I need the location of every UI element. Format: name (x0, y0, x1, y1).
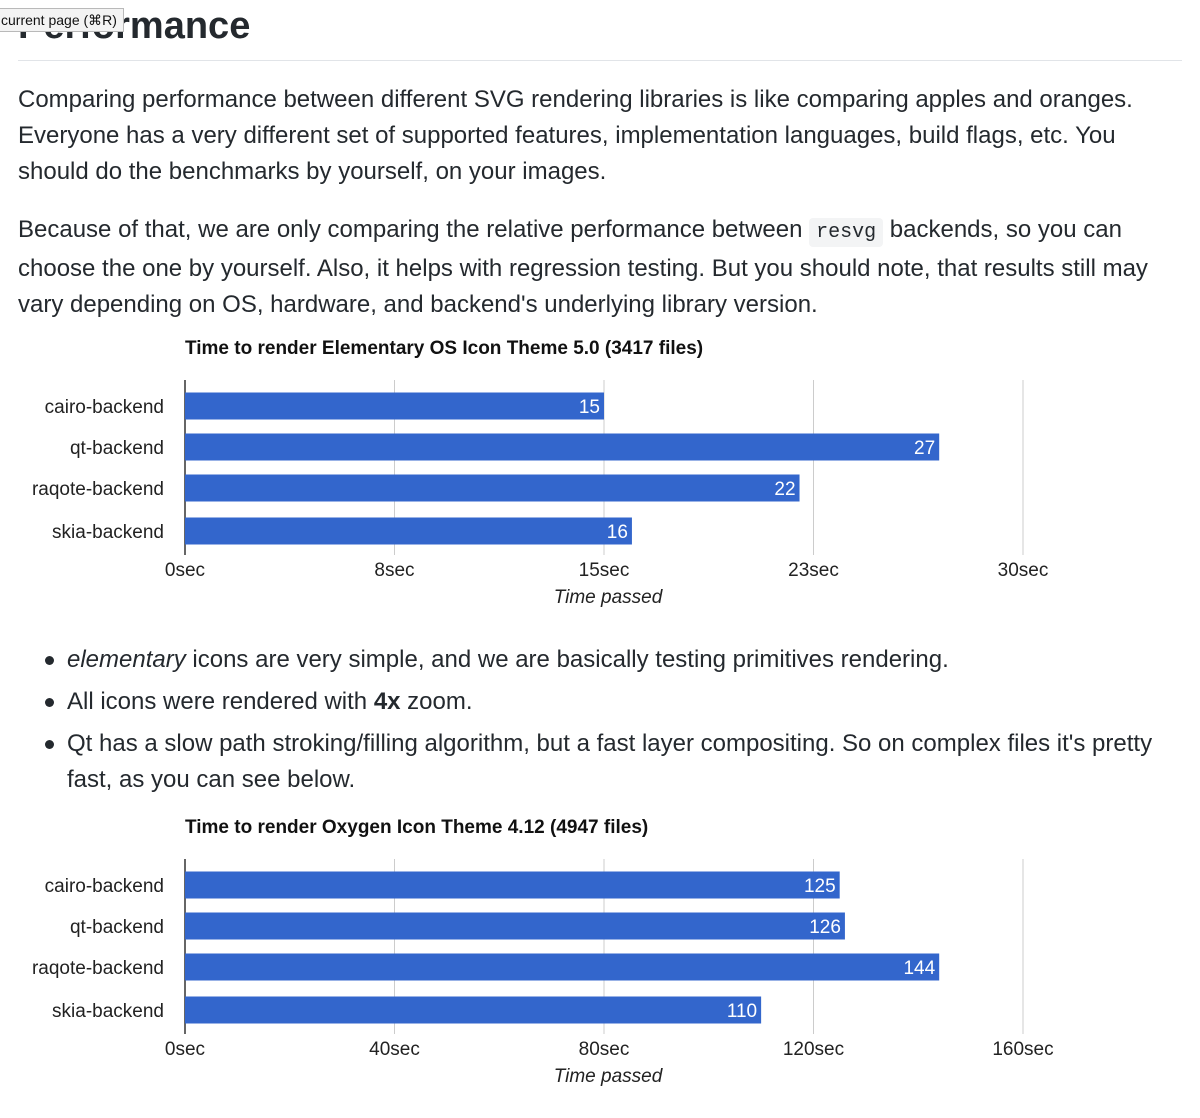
x-tick-label: 40sec (369, 1039, 420, 1060)
bar-cairo-backend (185, 871, 840, 899)
x-tick-label: 23sec (788, 560, 839, 581)
bar-raqote-backend (185, 474, 800, 502)
category-label: skia-backend (52, 522, 164, 543)
intro-paragraph-1: Comparing performance between different … (18, 86, 1133, 185)
bar-value-label: 27 (914, 438, 935, 459)
bar-skia-backend (185, 517, 632, 545)
x-axis-title: Time passed (554, 1066, 664, 1087)
x-tick-label: 8sec (374, 560, 414, 581)
bar-cairo-backend (185, 392, 604, 420)
note-text: icons are very simple, and we are basica… (185, 646, 949, 673)
x-tick-label: 80sec (579, 1039, 630, 1060)
shortcut-tooltip: current page (⌘R) (0, 8, 124, 32)
heading-divider (18, 60, 1182, 61)
x-tick-label: 15sec (579, 560, 630, 581)
category-label: raqote-backend (32, 479, 164, 500)
category-label: qt-backend (70, 438, 164, 459)
bar-value-label: 110 (727, 1001, 757, 1022)
x-axis-title: Time passed (554, 587, 664, 608)
resvg-code: resvg (809, 218, 884, 247)
note-item-elementary: elementary icons are very simple, and we… (18, 642, 1183, 678)
bar-value-label: 144 (903, 958, 935, 979)
bar-value-label: 22 (774, 479, 795, 500)
category-label: qt-backend (70, 917, 164, 938)
chart-title: Time to render Elementary OS Icon Theme … (185, 338, 704, 359)
bar-value-label: 126 (809, 917, 841, 938)
x-tick-label: 120sec (783, 1039, 844, 1060)
category-label: cairo-backend (45, 397, 164, 418)
bar-value-label: 125 (804, 876, 836, 897)
bar-value-label: 16 (607, 522, 628, 543)
note-text: zoom. (400, 688, 473, 715)
intro-text-before-code: Because of that, we are only comparing t… (18, 216, 810, 243)
note-item-zoom: All icons were rendered with 4x zoom. (18, 684, 1183, 720)
bar-qt-backend (185, 433, 940, 461)
notes-list: elementary icons are very simple, and we… (18, 642, 1183, 804)
elementary-emphasis: elementary (67, 646, 186, 673)
bar-value-label: 15 (579, 397, 600, 418)
category-label: skia-backend (52, 1001, 164, 1022)
bar-qt-backend (185, 912, 845, 940)
chart-elementary-plot: 0sec 8sec 15sec 23sec 30sec 15 cairo-backend 27… (32, 380, 1049, 608)
note-item-qt: Qt has a slow path stroking/filling algo… (18, 726, 1183, 798)
x-tick-label: 30sec (998, 560, 1049, 581)
intro-text-after-code: backends, so you can choose the one by y… (18, 216, 1148, 318)
chart-oxygen-plot: 0sec 40sec 80sec 120sec 160sec 125 cairo-backe… (32, 859, 1054, 1087)
intro-paragraph-2: Because of that, we are only comparing t… (18, 212, 1183, 323)
category-label: raqote-backend (32, 958, 164, 979)
chart-title: Time to render Oxygen Icon Theme 4.12 (4… (185, 817, 649, 838)
category-label: cairo-backend (45, 876, 164, 897)
x-tick-label: 0sec (165, 560, 205, 581)
bar-raqote-backend (185, 953, 940, 981)
x-tick-label: 0sec (165, 1039, 205, 1060)
bar-skia-backend (185, 996, 762, 1024)
zoom-bold: 4x (373, 688, 401, 715)
note-text: All icons were rendered with (67, 688, 374, 715)
x-tick-label: 160sec (992, 1039, 1053, 1060)
